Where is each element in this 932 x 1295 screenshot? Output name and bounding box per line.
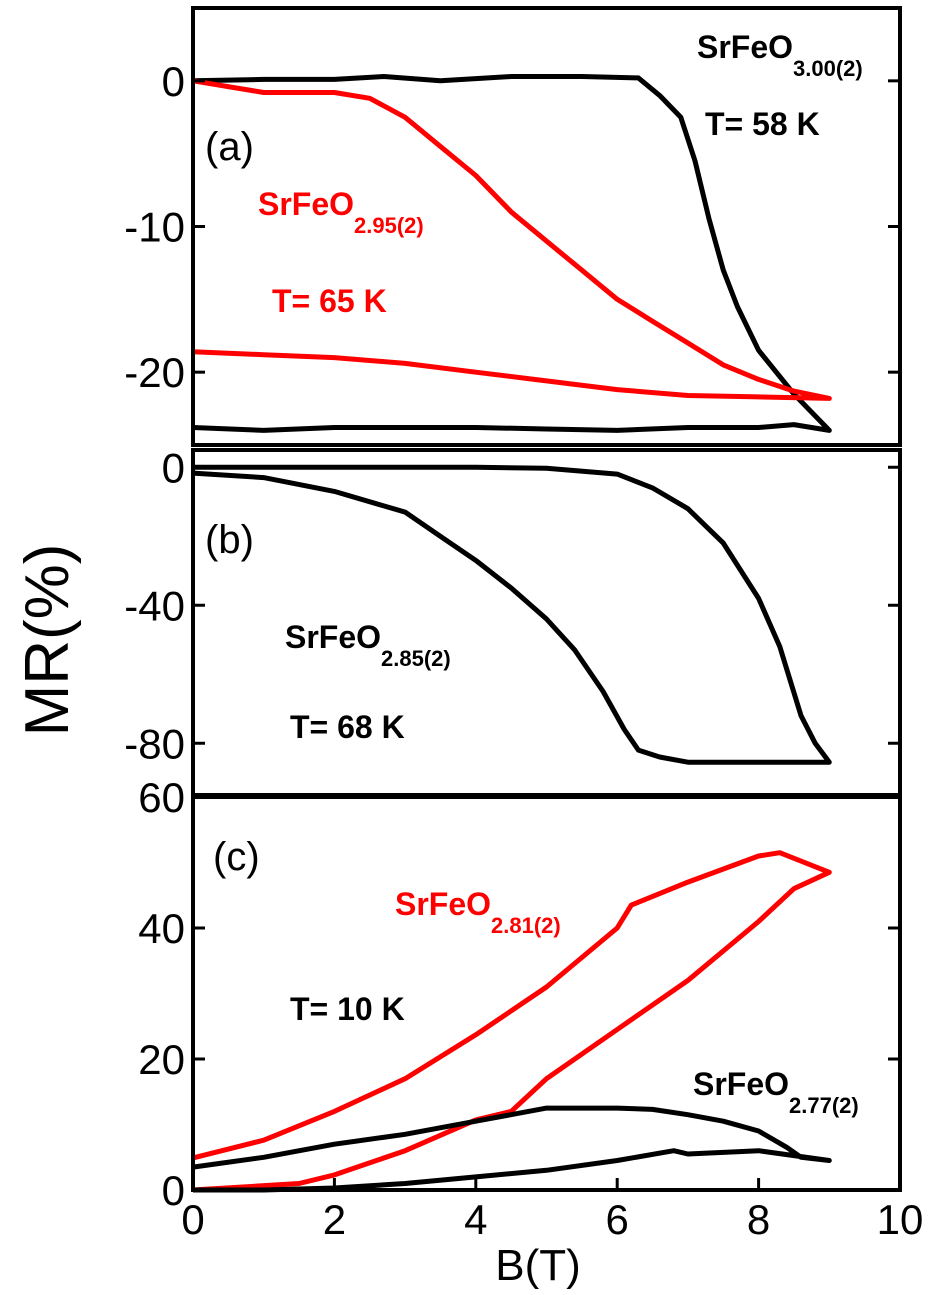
- annotation: SrFeO3.00(2): [697, 29, 863, 81]
- x-axis-label: B(T): [495, 1241, 581, 1290]
- annotation: (c): [213, 835, 260, 879]
- y-tick-label: 0: [162, 444, 185, 491]
- data-line: [192, 1105, 832, 1193]
- annotation: T= 65 K: [272, 283, 387, 319]
- y-tick-label: -10: [124, 204, 185, 251]
- annotation: T= 58 K: [705, 106, 820, 142]
- y-tick-label: -40: [124, 582, 185, 629]
- x-tick-label: 4: [464, 1196, 487, 1243]
- annotation-text: (a): [205, 125, 254, 169]
- annotation-subscript: 2.95(2): [354, 213, 424, 238]
- annotation-text: T= 10 K: [290, 991, 405, 1027]
- annotation-text: SrFeO: [285, 619, 381, 655]
- annotation-subscript: 3.00(2): [793, 56, 863, 81]
- plot-frame: [191, 795, 902, 1192]
- annotation-subscript: 2.77(2): [789, 1093, 859, 1118]
- y-tick-label: 0: [162, 1167, 185, 1214]
- annotation-text: T= 58 K: [705, 106, 820, 142]
- y-tick-label: 20: [138, 1036, 185, 1083]
- annotation: T= 68 K: [290, 709, 405, 745]
- y-tick-label: 0: [162, 58, 185, 105]
- data-line: [192, 850, 832, 1193]
- y-axis-label: MR(%): [13, 544, 82, 737]
- annotation: SrFeO2.95(2): [258, 186, 424, 238]
- y-tick-label: -20: [124, 349, 185, 396]
- y-tick-label: -80: [124, 720, 185, 767]
- panel: 0-10-20(a)SrFeO3.00(2)T= 58 KSrFeO2.95(2…: [124, 6, 902, 447]
- annotation-text: SrFeO: [697, 29, 793, 65]
- annotation: SrFeO2.81(2): [395, 886, 561, 938]
- x-tick-label: 0: [181, 1196, 204, 1243]
- annotation-text: (c): [213, 835, 260, 879]
- x-tick-label: 6: [606, 1196, 629, 1243]
- annotation-subscript: 2.81(2): [491, 913, 561, 938]
- annotation-subscript: 2.85(2): [381, 646, 451, 671]
- annotation: (b): [205, 518, 254, 562]
- x-tick-label: 2: [323, 1196, 346, 1243]
- annotation-text: (b): [205, 518, 254, 562]
- x-tick-label: 8: [747, 1196, 770, 1243]
- annotation: SrFeO2.77(2): [693, 1066, 859, 1118]
- annotation-text: T= 68 K: [290, 709, 405, 745]
- panel: 0 -40 -80 MR(%) (b) SrFeO2.85(2) T= 68 K: [13, 444, 902, 797]
- x-tick-label: 10: [877, 1196, 924, 1243]
- y-tick-label: 40: [138, 905, 185, 952]
- data-line: [192, 464, 832, 765]
- annotation-text: SrFeO: [258, 186, 354, 222]
- annotation-text: T= 65 K: [272, 283, 387, 319]
- y-tick-label: 60: [138, 774, 185, 821]
- annotation: (a): [205, 125, 254, 169]
- annotation-text: SrFeO: [395, 886, 491, 922]
- annotation: SrFeO2.85(2): [285, 619, 451, 671]
- annotation-text: SrFeO: [693, 1066, 789, 1102]
- annotation: T= 10 K: [290, 991, 405, 1027]
- data-line: [192, 74, 832, 433]
- data-line: [192, 78, 832, 401]
